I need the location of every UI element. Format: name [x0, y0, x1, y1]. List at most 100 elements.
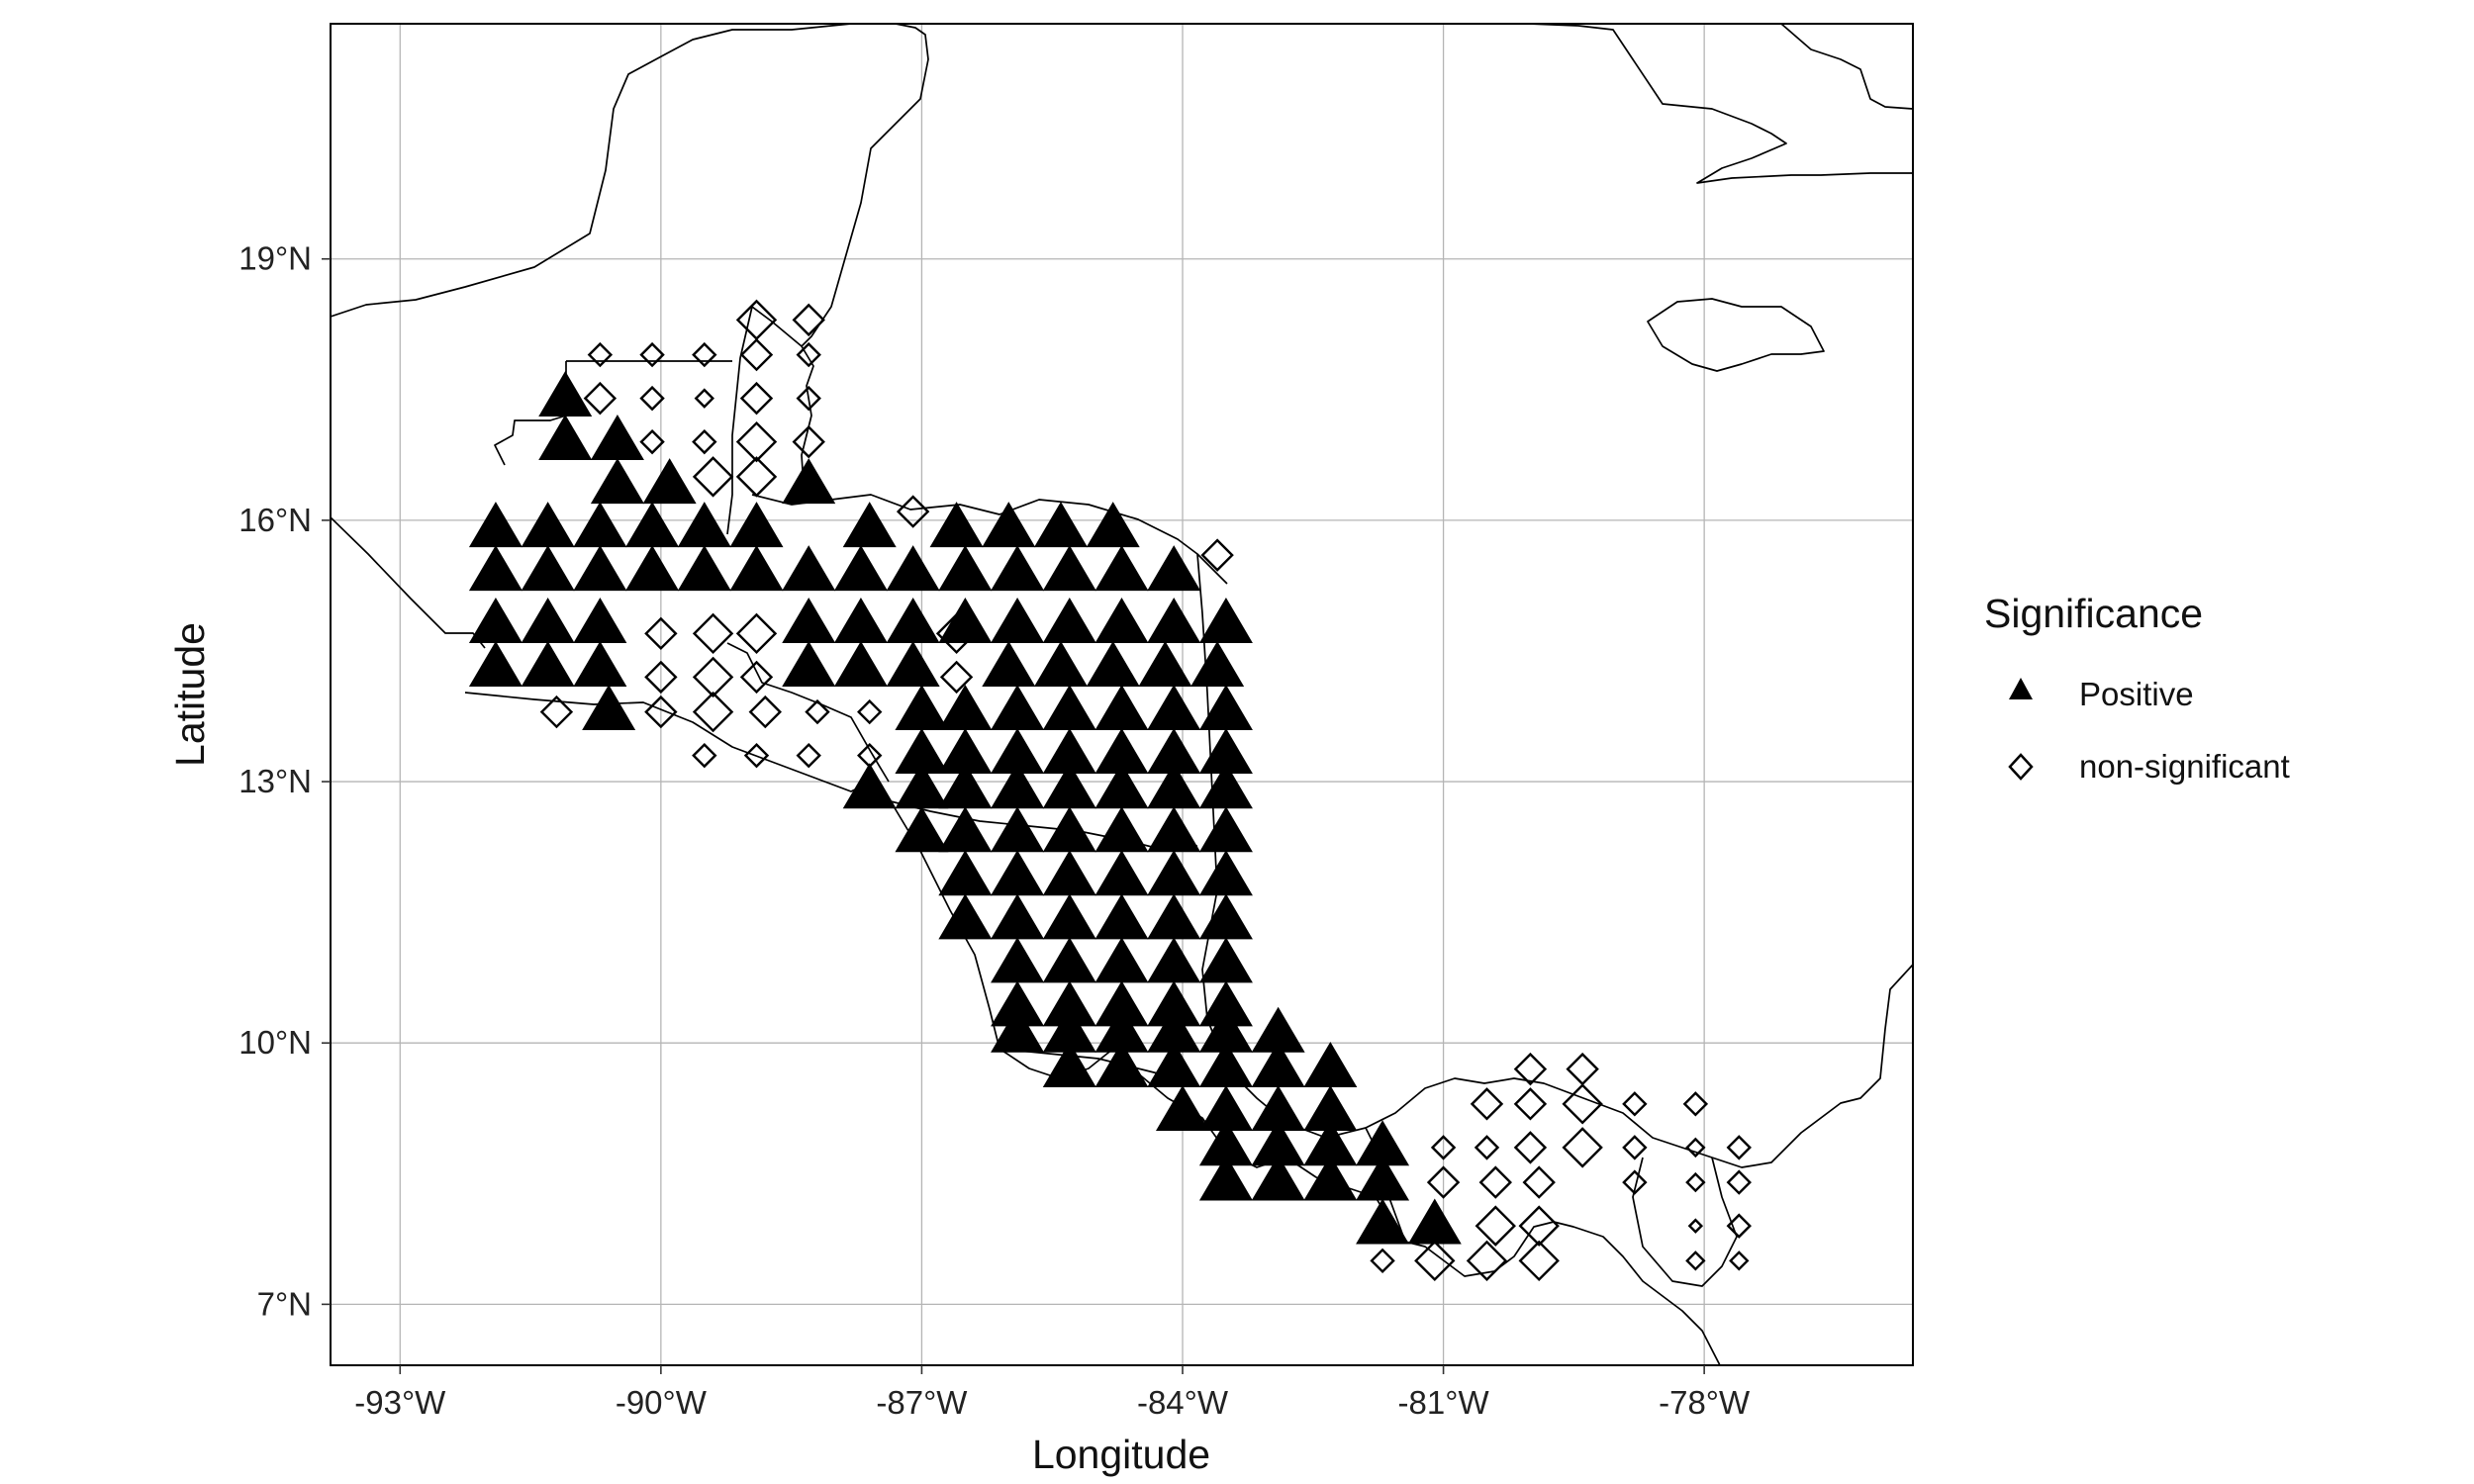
- point-positive-117: [1303, 1042, 1358, 1088]
- x-axis-title: Longitude: [1032, 1432, 1210, 1477]
- point-positive-68: [1198, 728, 1253, 775]
- point-non-significant-23: [935, 612, 978, 655]
- point-positive-123: [1251, 1120, 1305, 1166]
- point-non-significant-28: [539, 695, 574, 729]
- data-points: [468, 299, 1752, 1282]
- coastline-cuba: [1528, 24, 1913, 184]
- point-non-significant-37: [857, 742, 883, 769]
- point-positive-100: [1198, 937, 1253, 983]
- point-non-significant-9: [694, 388, 714, 409]
- point-non-significant-40: [1470, 1087, 1504, 1121]
- point-positive-109: [1147, 1006, 1201, 1053]
- point-non-significant-2: [587, 341, 614, 368]
- point-positive-37: [938, 597, 993, 643]
- point-positive-112: [1042, 1042, 1096, 1088]
- point-non-significant-54: [1522, 1165, 1556, 1199]
- point-non-significant-18: [896, 495, 930, 528]
- point-positive-54: [582, 685, 636, 731]
- border-mexico-belize-guatemala: [726, 306, 803, 535]
- point-positive-69: [842, 763, 897, 809]
- point-non-significant-20: [644, 616, 678, 651]
- point-non-significant-35: [743, 742, 770, 769]
- point-positive-45: [573, 640, 627, 687]
- point-positive-28: [1042, 545, 1096, 592]
- point-positive-94: [1147, 893, 1201, 940]
- point-non-significant-17: [735, 456, 778, 498]
- point-positive-42: [1198, 597, 1253, 643]
- point-positive-102: [1042, 980, 1096, 1027]
- point-positive-113: [1094, 1042, 1149, 1088]
- point-non-significant-46: [1474, 1135, 1500, 1160]
- point-non-significant-1: [792, 303, 825, 337]
- point-positive-124: [1303, 1120, 1358, 1166]
- point-positive-75: [1147, 763, 1201, 809]
- point-positive-31: [468, 597, 523, 643]
- point-positive-59: [1094, 685, 1149, 731]
- point-positive-46: [782, 640, 836, 687]
- point-positive-3: [590, 458, 644, 505]
- point-non-significant-16: [692, 456, 734, 498]
- point-positive-89: [1198, 850, 1253, 896]
- point-non-significant-24: [644, 660, 678, 695]
- point-non-significant-8: [639, 385, 665, 412]
- point-positive-53: [1190, 640, 1245, 687]
- coastline-jamaica: [1647, 298, 1825, 372]
- point-positive-122: [1198, 1120, 1253, 1166]
- point-positive-74: [1094, 763, 1149, 809]
- legend-diamond-icon: [2008, 753, 2034, 781]
- point-positive-25: [886, 545, 940, 592]
- point-non-significant-50: [1685, 1137, 1706, 1159]
- point-positive-13: [929, 502, 984, 548]
- point-positive-24: [833, 545, 888, 592]
- legend-entry-positive: Positive: [2009, 676, 2194, 712]
- y-tick-label-0: 7°N: [257, 1285, 312, 1322]
- point-positive-115: [1198, 1042, 1253, 1088]
- point-non-significant-47: [1513, 1131, 1548, 1164]
- point-non-significant-45: [1430, 1135, 1457, 1160]
- point-non-significant-22: [735, 612, 778, 655]
- point-non-significant-11: [796, 385, 821, 412]
- point-positive-65: [1042, 728, 1096, 775]
- point-positive-6: [468, 502, 523, 548]
- axes: -93°W -90°W -87°W -84°W -81°W -78°W 7°N 10°N 13°…: [238, 240, 1751, 1421]
- point-non-significant-29: [644, 695, 678, 729]
- point-positive-43: [468, 640, 523, 687]
- point-positive-10: [677, 502, 731, 548]
- point-non-significant-3: [639, 341, 665, 368]
- plot-panel-border: [330, 23, 1914, 1366]
- border-panama-colombia: [1632, 1157, 1738, 1287]
- point-positive-61: [1198, 685, 1253, 731]
- point-positive-18: [521, 545, 575, 592]
- point-positive-32: [521, 597, 575, 643]
- point-non-significant-55: [1622, 1169, 1648, 1195]
- point-positive-126: [1198, 1155, 1253, 1201]
- point-positive-48: [886, 640, 940, 687]
- point-positive-22: [729, 545, 784, 592]
- point-non-significant-60: [1687, 1218, 1704, 1234]
- point-positive-14: [982, 502, 1036, 548]
- point-positive-0: [538, 371, 593, 417]
- y-tick-label-3: 16°N: [238, 502, 312, 538]
- point-positive-58: [1042, 685, 1096, 731]
- point-positive-114: [1147, 1042, 1201, 1088]
- point-positive-96: [991, 937, 1045, 983]
- point-positive-103: [1094, 980, 1149, 1027]
- point-positive-108: [1094, 1006, 1149, 1053]
- point-positive-125: [1356, 1120, 1410, 1166]
- point-positive-121: [1303, 1085, 1358, 1132]
- point-positive-82: [1147, 806, 1201, 853]
- point-positive-34: [782, 597, 836, 643]
- point-positive-92: [1042, 893, 1096, 940]
- point-non-significant-25: [692, 656, 734, 698]
- point-positive-73: [1042, 763, 1096, 809]
- point-positive-19: [573, 545, 627, 592]
- point-positive-20: [625, 545, 680, 592]
- point-positive-63: [938, 728, 993, 775]
- point-positive-57: [991, 685, 1045, 731]
- point-positive-111: [1251, 1006, 1305, 1053]
- point-positive-77: [895, 806, 949, 853]
- point-non-significant-41: [1513, 1087, 1548, 1121]
- point-positive-81: [1094, 806, 1149, 853]
- point-positive-72: [991, 763, 1045, 809]
